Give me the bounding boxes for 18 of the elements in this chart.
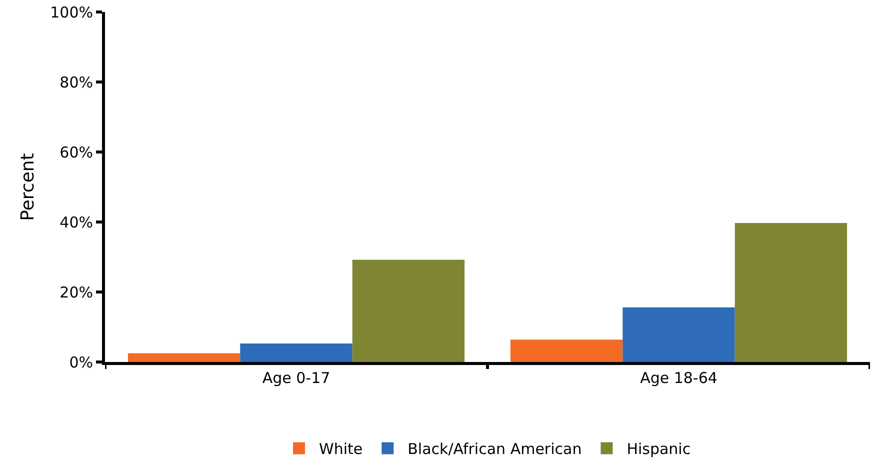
- y-tick-label: 60%: [60, 143, 93, 162]
- bar: [622, 307, 735, 362]
- y-tick-label: 100%: [50, 3, 93, 22]
- bar: [240, 343, 352, 362]
- y-tick-label: 20%: [60, 283, 93, 302]
- bar: [734, 223, 848, 362]
- y-tick-label: 0%: [69, 353, 93, 372]
- y-axis-title: Percent: [17, 153, 38, 221]
- y-tick-label: 40%: [60, 213, 93, 232]
- bar: [510, 340, 623, 362]
- x-tick-label: Age 18-64: [640, 369, 718, 387]
- legend-label: Hispanic: [626, 440, 691, 458]
- bar: [352, 260, 465, 362]
- y-tick-label: 80%: [60, 73, 93, 92]
- legend-label: Black/African American: [408, 440, 582, 458]
- legend-label: White: [319, 440, 363, 458]
- x-tick-label: Age 0-17: [262, 369, 330, 387]
- bar: [128, 353, 240, 362]
